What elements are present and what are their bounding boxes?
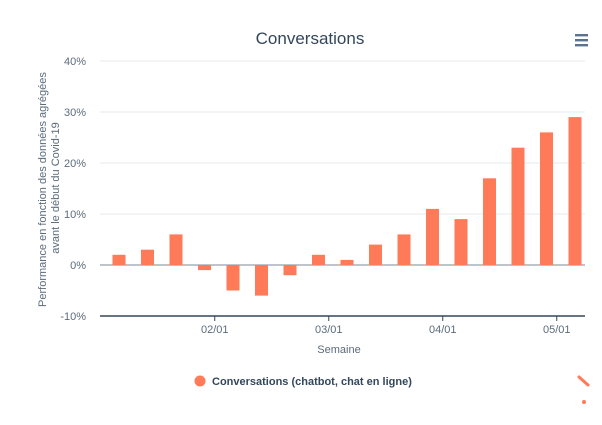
y-axis-title: Performance en fonction des données agré… — [37, 69, 62, 307]
bar[interactable] — [369, 244, 382, 265]
x-axis-ticks: 02/01 03/01 04/01 05/01 — [201, 316, 571, 336]
bar[interactable] — [141, 249, 154, 265]
bar[interactable] — [255, 265, 268, 296]
bar[interactable] — [511, 147, 525, 265]
bar[interactable] — [198, 265, 211, 271]
bar[interactable] — [283, 265, 297, 276]
partial-offscreen-icon — [577, 375, 590, 404]
chart-menu-button[interactable] — [575, 34, 588, 47]
legend-marker — [194, 375, 206, 387]
x-tick-label: 04/01 — [429, 324, 457, 336]
bar[interactable] — [340, 259, 354, 265]
y-tick-label: 10% — [64, 209, 86, 221]
bar[interactable] — [312, 254, 325, 265]
bar[interactable] — [226, 265, 240, 291]
bar[interactable] — [112, 254, 126, 265]
y-tick-label: 30% — [64, 107, 86, 119]
menu-icon-bar — [575, 44, 588, 47]
y-axis-title-line: Performance en fonction des données agré… — [37, 72, 49, 307]
bar[interactable] — [454, 219, 468, 265]
legend[interactable]: Conversations (chatbot, chat en ligne) — [194, 375, 413, 389]
gridlines — [100, 60, 585, 317]
menu-icon-bar — [575, 34, 588, 37]
y-tick-label: -10% — [60, 311, 86, 323]
menu-icon-bar — [575, 39, 588, 42]
bar[interactable] — [169, 234, 183, 265]
bar[interactable] — [540, 132, 553, 265]
bar[interactable] — [397, 234, 411, 265]
y-axis-ticks: -10% 0% 10% 20% 30% 40% — [60, 56, 86, 323]
y-tick-label: 40% — [64, 56, 86, 68]
x-tick-label: 02/01 — [201, 324, 229, 336]
legend-label: Conversations (chatbot, chat en ligne) — [212, 376, 412, 388]
x-axis-title: Semaine — [317, 344, 360, 356]
x-tick-label: 03/01 — [315, 324, 343, 336]
x-tick-label: 05/01 — [543, 324, 571, 336]
chart-title: Conversations — [256, 29, 365, 48]
bars — [112, 117, 582, 296]
y-axis-title-line: avant le début du Covid-19 — [50, 122, 62, 253]
bar[interactable] — [426, 208, 439, 265]
y-tick-label: 0% — [70, 260, 86, 272]
y-tick-label: 20% — [64, 158, 86, 170]
bar[interactable] — [568, 117, 582, 265]
bar[interactable] — [483, 178, 496, 265]
